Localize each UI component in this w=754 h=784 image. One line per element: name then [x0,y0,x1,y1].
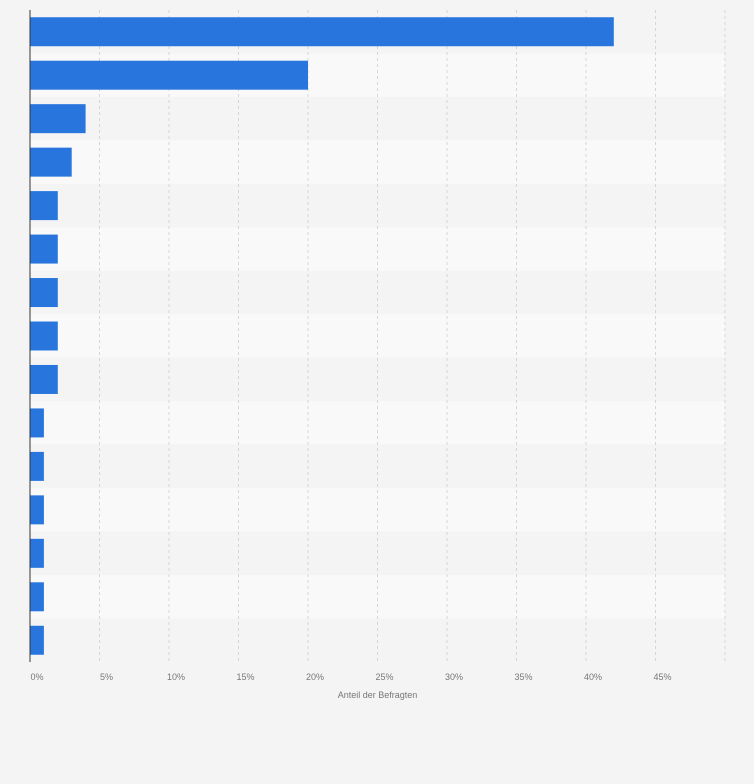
bar[interactable] [30,60,308,90]
x-tick-label: 35% [514,672,532,682]
bar[interactable] [30,364,58,394]
x-tick-label: 0% [30,672,43,682]
x-tick-label: 45% [653,672,671,682]
bars [30,17,614,655]
bar[interactable] [30,104,86,134]
bar[interactable] [30,582,44,612]
bar[interactable] [30,625,44,655]
bar[interactable] [30,538,44,568]
x-tick-label: 30% [445,672,463,682]
bar[interactable] [30,147,72,177]
x-tick-label: 10% [167,672,185,682]
x-tick-labels: 0% 5% 10% 15% 20% 25% 30% 35% 40% 45% [30,672,671,682]
bar[interactable] [30,191,58,221]
bar[interactable] [30,451,44,481]
bar[interactable] [30,495,44,525]
bar[interactable] [30,408,44,438]
x-tick-label: 15% [236,672,254,682]
bar[interactable] [30,321,58,351]
x-tick-label: 20% [306,672,324,682]
bar[interactable] [30,17,614,47]
x-tick-label: 25% [375,672,393,682]
x-tick-label: 5% [100,672,113,682]
x-axis-label: Anteil der Befragten [338,690,418,700]
bar[interactable] [30,234,58,264]
gridlines [99,10,726,662]
x-tick-label: 40% [584,672,602,682]
bar[interactable] [30,278,58,308]
